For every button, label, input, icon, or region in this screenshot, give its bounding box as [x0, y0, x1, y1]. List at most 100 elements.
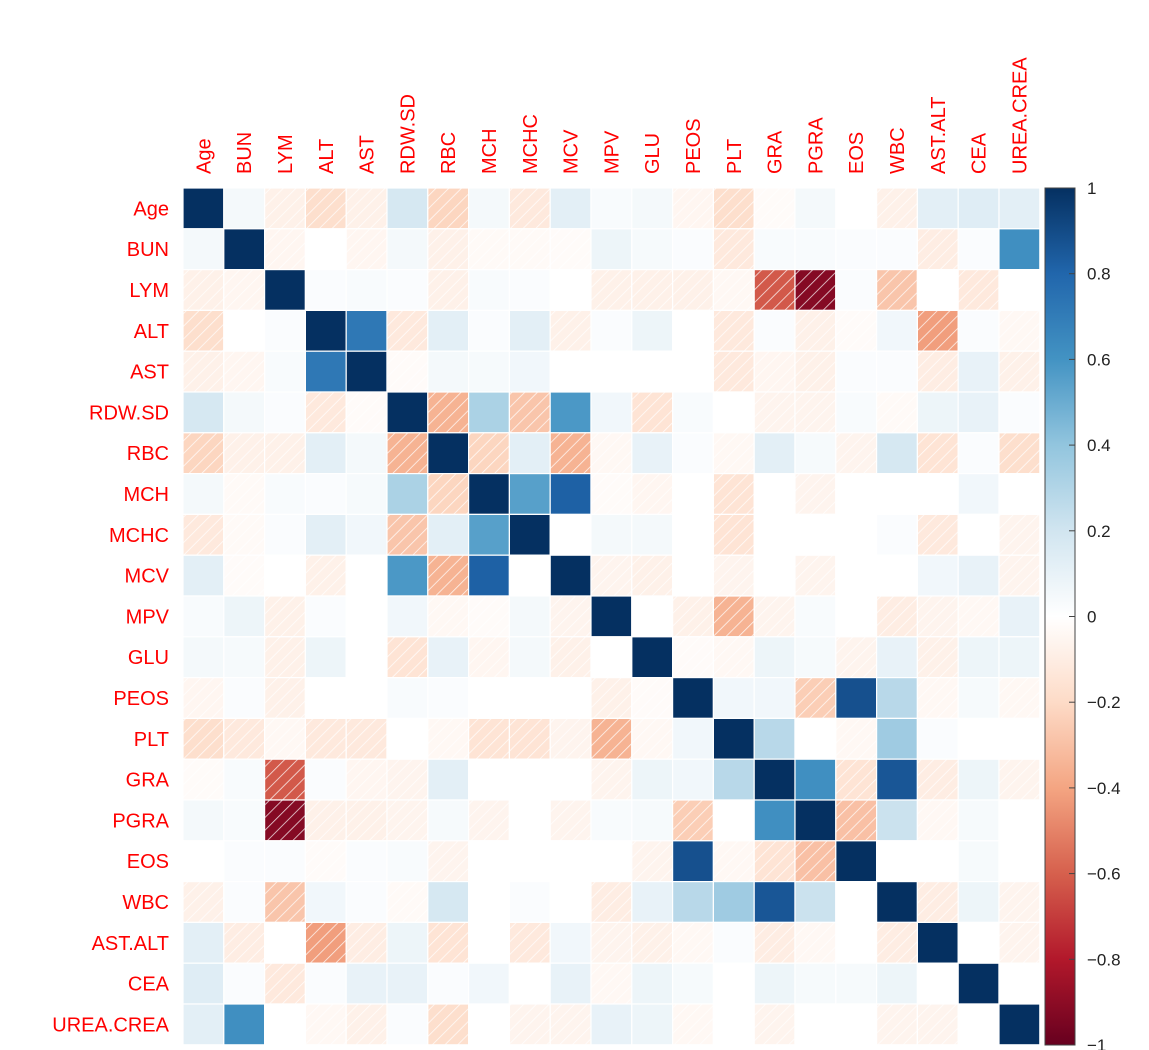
negative-hatch [387, 514, 428, 556]
heatmap-cell [223, 758, 266, 801]
heatmap-cell [875, 962, 918, 1005]
heatmap-cell [590, 595, 633, 638]
negative-hatch [713, 188, 755, 229]
negative-hatch [917, 351, 959, 392]
heatmap-cell [998, 1003, 1041, 1046]
negative-hatch [713, 840, 755, 882]
heatmap-cell [264, 391, 307, 434]
heatmap-cell [957, 473, 1000, 516]
heatmap-cell [345, 554, 388, 597]
heatmap-cell [957, 962, 1000, 1005]
negative-hatch [835, 432, 877, 474]
negative-hatch [183, 881, 224, 923]
negative-hatch [876, 269, 918, 311]
negative-hatch [346, 1004, 387, 1045]
negative-hatch [264, 188, 306, 229]
heatmap-cell [590, 228, 633, 271]
negative-hatch [917, 636, 959, 678]
heatmap-cell [631, 513, 674, 556]
heatmap-cell [998, 391, 1041, 434]
negative-hatch [958, 596, 999, 637]
negative-hatch [468, 718, 510, 760]
heatmap-cell [835, 921, 878, 964]
heatmap-cell [590, 513, 633, 556]
heatmap-cell [671, 350, 714, 393]
negative-hatch [713, 514, 755, 556]
heatmap-cell [508, 595, 551, 638]
heatmap-cell [875, 350, 918, 393]
colorbar: 1 0.8 0.6 0.4 0.2 0 −0.2 −0.4 −0.6 −0.8 −1 [1044, 179, 1121, 1050]
negative-hatch [468, 432, 510, 474]
column-label: BUN [234, 132, 256, 174]
heatmap-cell [916, 554, 959, 597]
heatmap-cell [875, 676, 918, 719]
negative-hatch [713, 473, 755, 515]
heatmap-cell [427, 636, 470, 679]
heatmap-cell [835, 962, 878, 1005]
row-label: PEOS [113, 688, 169, 710]
heatmap-cell [508, 962, 551, 1005]
negative-hatch [223, 473, 265, 515]
negative-hatch [346, 922, 387, 964]
negative-hatch [509, 228, 551, 270]
heatmap-cell [427, 432, 470, 475]
heatmap-cell [304, 309, 347, 352]
heatmap-cell [508, 350, 551, 393]
negative-hatch [387, 759, 428, 800]
heatmap-cell [304, 636, 347, 679]
heatmap-cell [631, 309, 674, 352]
negative-hatch [835, 718, 877, 760]
column-label: MCH [479, 128, 501, 174]
heatmap-cell [957, 880, 1000, 923]
negative-hatch [264, 228, 306, 270]
negative-hatch [346, 188, 387, 229]
heatmap-cell [998, 269, 1041, 312]
negative-hatch [999, 677, 1040, 719]
negative-hatch [509, 188, 551, 229]
negative-hatch [387, 881, 428, 923]
negative-hatch [223, 718, 265, 760]
heatmap-cell [671, 473, 714, 516]
heatmap-cell [427, 799, 470, 842]
heatmap-cell [753, 309, 796, 352]
heatmap-cell [875, 513, 918, 556]
heatmap-cell [468, 473, 511, 516]
heatmap-cell [671, 840, 714, 883]
heatmap-cell [671, 758, 714, 801]
negative-hatch [223, 514, 265, 556]
heatmap-cell [753, 513, 796, 556]
heatmap-cell [998, 473, 1041, 516]
heatmap-cell [753, 473, 796, 516]
heatmap-cell [835, 350, 878, 393]
heatmap-cell [304, 880, 347, 923]
heatmap-cells [182, 187, 1041, 1046]
negative-hatch [183, 310, 224, 352]
negative-hatch [550, 800, 591, 841]
heatmap-cell [223, 391, 266, 434]
negative-hatch [223, 269, 265, 311]
negative-hatch [999, 351, 1040, 392]
negative-hatch [631, 677, 673, 719]
negative-hatch [631, 718, 673, 760]
heatmap-cell [468, 269, 511, 312]
heatmap-cell [875, 228, 918, 271]
heatmap-cell [549, 391, 592, 434]
negative-hatch [999, 759, 1040, 800]
row-label: PGRA [112, 810, 169, 832]
heatmap-cell [794, 962, 837, 1005]
negative-hatch [713, 351, 755, 392]
heatmap-cell [264, 473, 307, 516]
heatmap-cell [590, 187, 633, 230]
heatmap-cell [508, 758, 551, 801]
heatmap-cell [590, 1003, 633, 1046]
negative-hatch [835, 636, 877, 678]
heatmap-cell [508, 880, 551, 923]
row-label: Age [133, 198, 169, 220]
heatmap-cell [712, 921, 755, 964]
heatmap-cell [427, 350, 470, 393]
heatmap-cell [549, 758, 592, 801]
heatmap-cell [549, 921, 592, 964]
negative-hatch [427, 188, 469, 229]
colorbar-tick-label: −0.8 [1087, 950, 1121, 969]
